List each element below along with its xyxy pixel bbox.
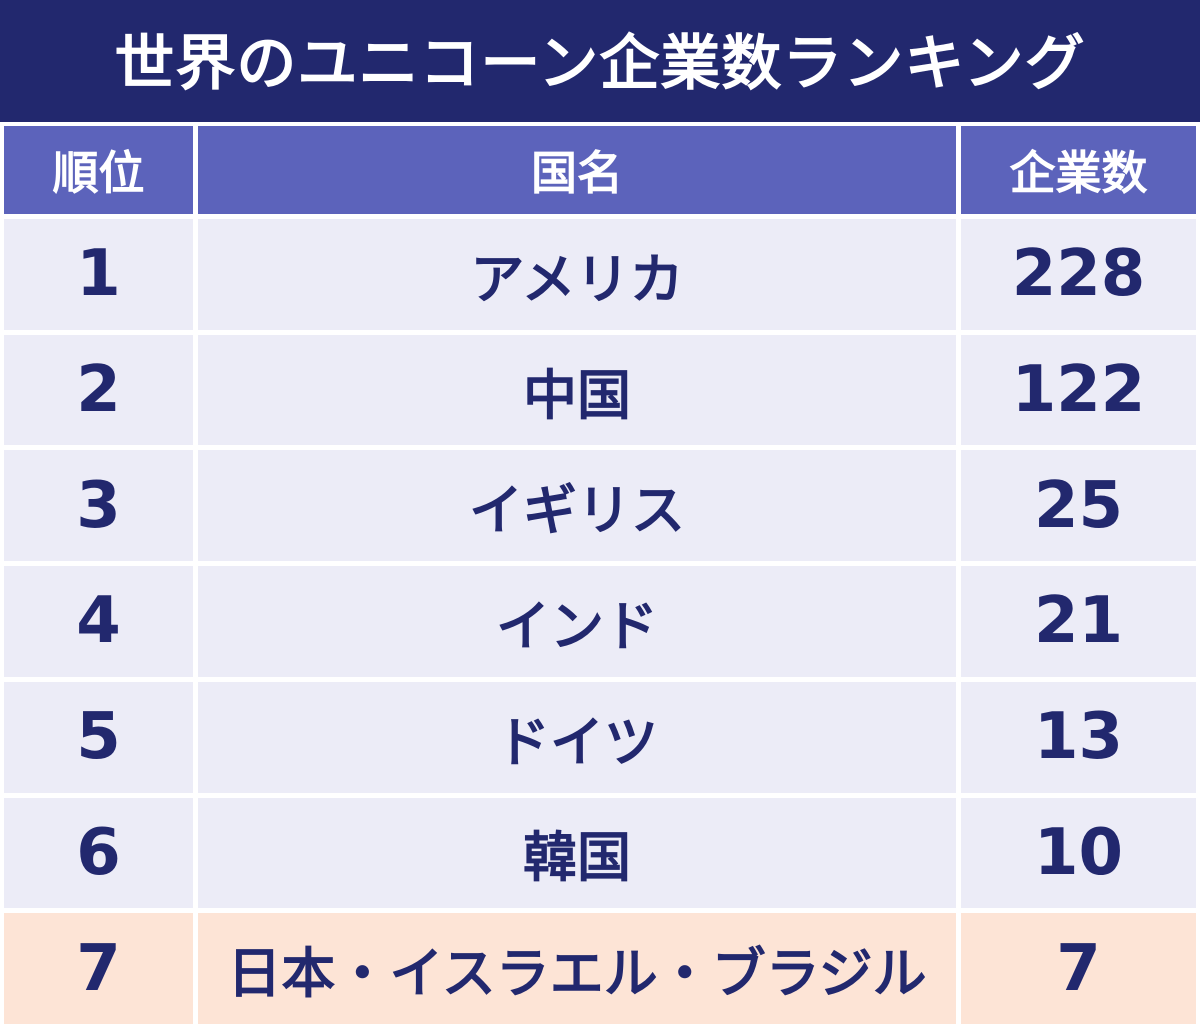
count-cell: 13 (961, 681, 1196, 793)
table-row: 2 中国 122 (4, 334, 1196, 446)
table-header-row: 順位 国名 企業数 (4, 126, 1196, 214)
rank-cell: 7 (4, 913, 193, 1024)
ranking-table: 順位 国名 企業数 1 アメリカ 228 2 中国 122 3 イギリス 25 4 インド 21 5 ドイ… (0, 121, 1200, 1029)
table-row: 5 ドイツ 13 (4, 681, 1196, 793)
rank-cell: 3 (4, 450, 193, 562)
table-row: 6 韓国 10 (4, 797, 1196, 909)
country-cell: アメリカ (198, 219, 956, 330)
rank-cell: 4 (4, 566, 193, 677)
table-row: 1 アメリカ 228 (4, 219, 1196, 330)
rank-cell: 1 (4, 219, 193, 330)
count-cell: 10 (961, 797, 1196, 909)
table-row: 3 イギリス 25 (4, 450, 1196, 562)
chart-title: 世界のユニコーン企業数ランキング (0, 0, 1200, 122)
count-cell: 21 (961, 566, 1196, 677)
country-cell: ドイツ (198, 681, 956, 793)
country-cell: インド (198, 566, 956, 677)
country-cell: 中国 (198, 334, 956, 446)
header-country: 国名 (198, 126, 956, 214)
rank-cell: 6 (4, 797, 193, 909)
count-cell: 122 (961, 334, 1196, 446)
country-cell: 日本・イスラエル・ブラジル (198, 913, 956, 1024)
count-cell: 25 (961, 450, 1196, 562)
header-rank: 順位 (4, 126, 193, 214)
count-cell: 228 (961, 219, 1196, 330)
country-cell: イギリス (198, 450, 956, 562)
table-row: 4 インド 21 (4, 566, 1196, 677)
rank-cell: 2 (4, 334, 193, 446)
rank-cell: 5 (4, 681, 193, 793)
header-count: 企業数 (961, 126, 1196, 214)
table-row: 7 日本・イスラエル・ブラジル 7 (4, 913, 1196, 1024)
country-cell: 韓国 (198, 797, 956, 909)
table-body: 1 アメリカ 228 2 中国 122 3 イギリス 25 4 インド 21 5 ドイツ 13 6 韓国 10 7 日… (4, 219, 1196, 1024)
count-cell: 7 (961, 913, 1196, 1024)
